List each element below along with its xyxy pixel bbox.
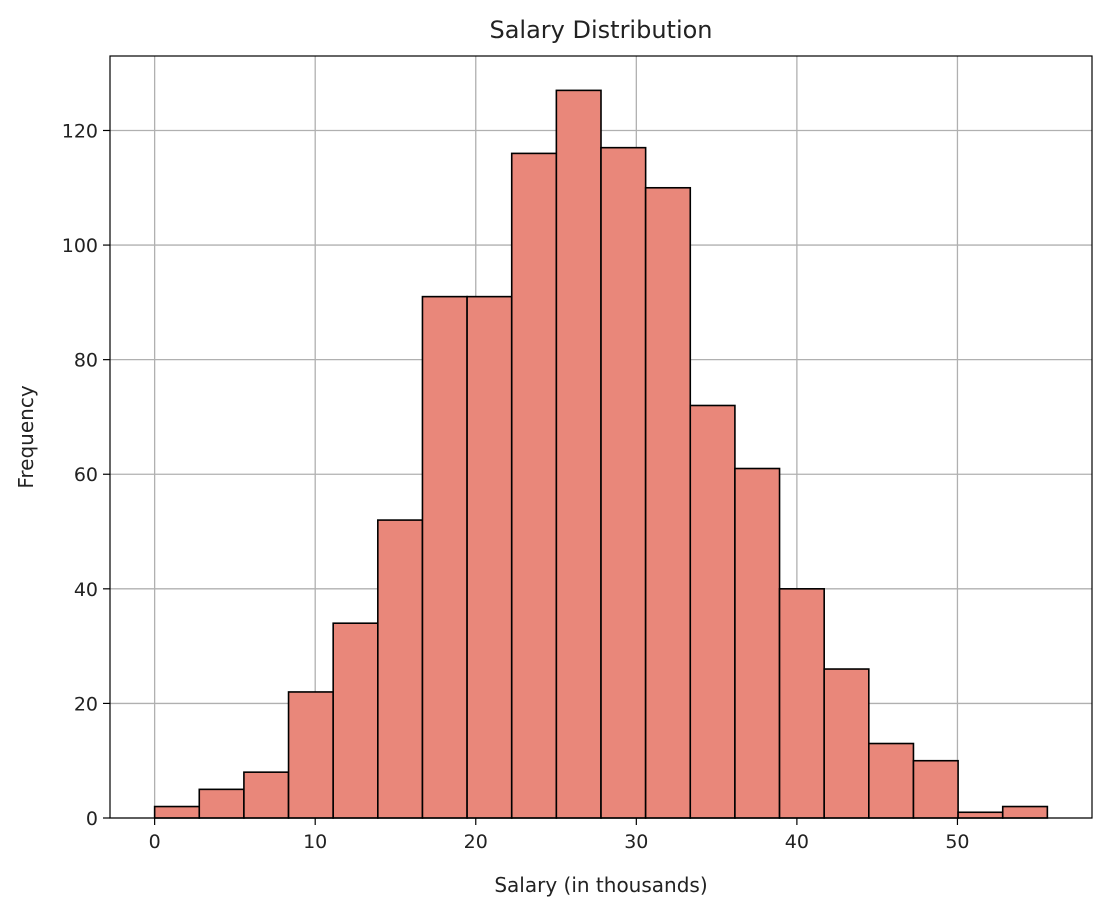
x-tick-label: 30 <box>624 831 648 853</box>
histogram-bar <box>1001 805 1049 819</box>
y-tick-label: 120 <box>62 120 98 142</box>
histogram-bar <box>957 811 1004 819</box>
y-axis-label: Frequency <box>14 385 38 488</box>
histogram-bar <box>734 467 781 819</box>
x-tick-label: 40 <box>785 831 809 853</box>
chart-title: Salary Distribution <box>489 16 712 44</box>
y-tick-label: 40 <box>74 579 98 601</box>
y-tick-label: 80 <box>74 350 98 372</box>
histogram-bar <box>332 622 379 819</box>
histogram-bar <box>377 519 424 819</box>
histogram-bar <box>421 295 468 819</box>
y-tick-label: 0 <box>86 808 98 830</box>
x-tick-label: 10 <box>303 831 327 853</box>
histogram-bar <box>153 805 201 819</box>
histogram-bar <box>510 152 558 819</box>
x-tick-label: 50 <box>945 831 969 853</box>
histogram-bar <box>644 186 692 819</box>
y-tick-label: 100 <box>62 235 98 257</box>
histogram-bar <box>243 771 290 819</box>
histogram-bars <box>153 89 1049 819</box>
histogram-bar <box>912 759 959 819</box>
histogram-bar <box>600 146 647 819</box>
histogram-bar <box>555 89 602 819</box>
histogram-bar <box>868 742 915 819</box>
histogram-bar <box>287 691 334 819</box>
x-tick-label: 0 <box>149 831 161 853</box>
histogram-bar <box>778 588 825 819</box>
plot-area-frame <box>109 55 1093 819</box>
x-axis-label: Salary (in thousands) <box>494 873 707 897</box>
x-tick-label: 20 <box>464 831 488 853</box>
histogram-bar <box>823 668 870 819</box>
y-tick-label: 60 <box>74 464 98 486</box>
histogram-bar <box>466 295 513 819</box>
axis-ticks: 0 10 20 30 40 50 0 20 40 60 80 100 120 <box>62 120 970 853</box>
histogram-bar <box>198 788 245 819</box>
histogram-bar <box>689 404 736 819</box>
y-tick-label: 20 <box>74 693 98 715</box>
